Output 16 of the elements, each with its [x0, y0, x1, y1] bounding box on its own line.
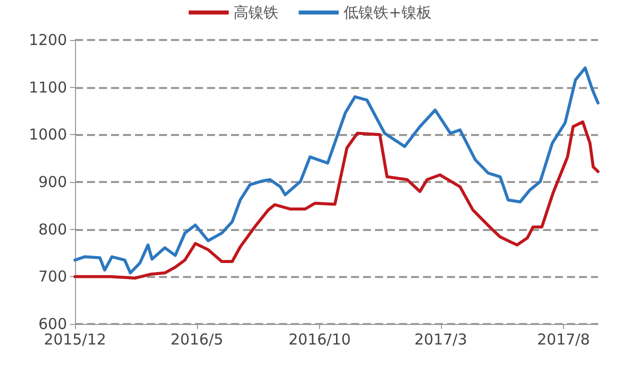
- x-tick-label: 2017/8: [537, 330, 590, 348]
- x-tick-label: 2016/10: [288, 330, 351, 348]
- y-tick-label: 700: [38, 268, 67, 286]
- x-tick-label: 2015/12: [44, 330, 106, 348]
- y-tick-label: 1100: [28, 78, 67, 96]
- legend-label: 低镍铁+镍板: [344, 4, 432, 22]
- line-series: [74, 120, 600, 280]
- line-series: [74, 66, 600, 274]
- x-tick-label: 2017/3: [414, 330, 468, 348]
- y-tick-label: 800: [38, 220, 67, 238]
- legend-label: 高镍铁: [234, 4, 279, 22]
- y-tick-label: 900: [38, 173, 67, 191]
- y-tick-label: 1000: [28, 126, 67, 144]
- y-tick-label: 1200: [28, 31, 67, 49]
- x-tick-label: 2016/5: [170, 330, 224, 348]
- y-tick-label: 600: [38, 315, 67, 333]
